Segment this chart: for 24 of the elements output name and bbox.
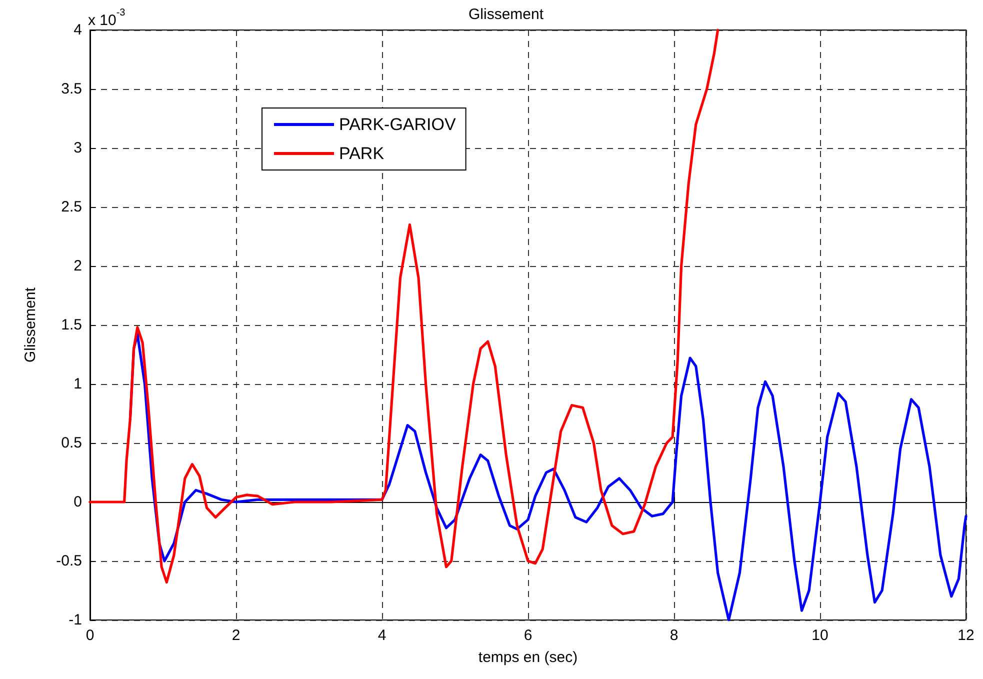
y-tick-label: 1 xyxy=(74,376,82,392)
y-tick-label: 3 xyxy=(74,140,82,156)
y-axis-title: Glissement xyxy=(22,286,39,363)
x-axis-title: temps en (sec) xyxy=(478,649,578,666)
x-tick-label: 0 xyxy=(86,627,94,644)
x-tick-label: 2 xyxy=(232,627,240,644)
y-tick-label: 3.5 xyxy=(61,80,82,98)
chart-title: Glissement xyxy=(468,6,544,23)
y-tick-label: 1.5 xyxy=(61,316,82,334)
y-tick-label: -0.5 xyxy=(56,552,82,570)
line-series xyxy=(88,28,720,584)
x-tick-label: 4 xyxy=(378,627,386,644)
y-tick-label: 4 xyxy=(74,22,82,38)
y-tick-label: -1 xyxy=(68,612,82,628)
x-tick-label: 6 xyxy=(524,627,532,644)
x-tick-label: 12 xyxy=(958,627,974,644)
legend-label: PARK xyxy=(339,144,385,163)
legend-label: PARK-GARIOV xyxy=(339,115,456,134)
x-tick-label: 8 xyxy=(670,627,678,644)
y-tick-label: 2 xyxy=(74,258,82,274)
y-tick-label: 0 xyxy=(74,494,82,510)
y-tick-label: 0.5 xyxy=(61,434,82,452)
x-tick-label: 10 xyxy=(812,627,828,644)
y-tick-label: 2.5 xyxy=(61,198,82,216)
